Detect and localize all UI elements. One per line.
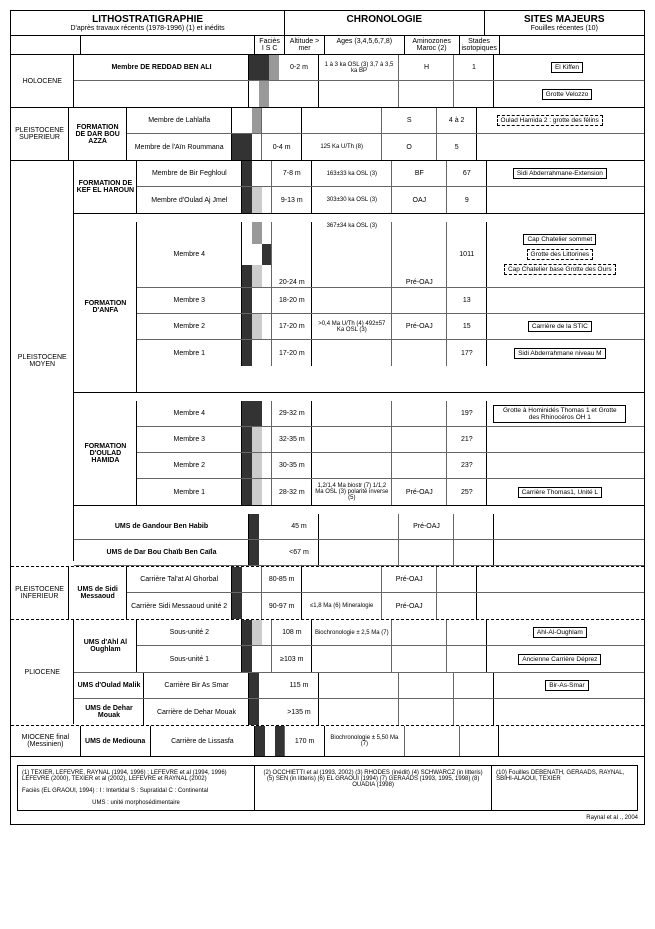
site-oulad-hamida2: Oulad Hamida 2 : grotte des félins [497,115,603,126]
formation-sidi-mess: UMS de Sidi Messaoud [69,567,127,619]
sites-title: SITES MAJEURS [489,14,641,25]
site-littorines: Grotte des Littorines [527,249,594,260]
site-thomas1: Grotte à Hominidés Thomas 1 et Grotte de… [493,405,626,423]
credit: Raynal et al ., 2004 [11,815,644,824]
site-bir-smar: Bir-As-Smar [545,680,588,691]
pliocene-group: PLIOCENE UMS d'Ahl Al Oughlam Sous-unité… [11,620,644,726]
miocene-group: MIOCENE final (Messinien) UMS de Medioun… [11,726,644,757]
epoch-miocene: MIOCENE final (Messinien) [11,726,81,756]
site-cap-base: Cap Chatelier base Grotte des Ours [504,264,616,275]
epoch-pleisto-moy: PLEISTOCENE MOYEN [11,161,74,561]
stratigraphy-chart: LITHOSTRATIGRAPHIE D'après travaux récen… [10,10,645,825]
site-velozzo: Grotte Velozzo [542,89,593,100]
formation-kef: FORMATION DE KEF EL HAROUN [74,161,137,213]
formation-dar-bou-azza: FORMATION DE DAR BOU AZZA [69,108,127,160]
pleisto-sup-group: PLEISTOCENE SUPERIEUR FORMATION DE DAR B… [11,108,644,161]
site-deprez: Ancienne Carrière Déprez [518,654,601,665]
epoch-holocene: HOLOCENE [11,55,74,107]
litho-sub: D'après travaux récents (1978-1996) (1) … [15,25,280,32]
site-thomas1l: Carrière Thomas1, Unité L [518,487,602,498]
site-elkiffen: El Kiffen [551,62,583,73]
epoch-pleisto-inf: PLEISTOCENE INFERIEUR [11,567,69,619]
litho-title: LITHOSTRATIGRAPHIE [15,14,280,25]
pleisto-moy-group: PLEISTOCENE MOYEN FORMATION DE KEF EL HA… [11,161,644,567]
epoch-pliocene: PLIOCENE [11,620,74,724]
holocene-group: HOLOCENE Membre DE REDDAD BEN ALI 0-2 m … [11,55,644,108]
footer-references: (1) TEXIER, LEFEVRE, RAYNAL (1994, 1996)… [17,765,638,811]
site-sidi-abd: Sidi Abderrahmane-Extension [513,168,607,179]
site-stic: Carrière de la STIC [528,321,592,332]
site-ahl: Ahl-Al-Oughlam [533,627,587,638]
chrono-title: CHRONOLOGIE [289,14,479,25]
formation-oulad-hamida: FORMATION D'OULAD HAMIDA [74,401,137,505]
main-header: LITHOSTRATIGRAPHIE D'après travaux récen… [11,11,644,36]
sub-header: FacièsI S C Altitude > mer Ages (3,4,5,6… [11,36,644,55]
pleisto-inf-group: PLEISTOCENE INFERIEUR UMS de Sidi Messao… [11,567,644,620]
site-cap-sommet: Cap Chatelier sommet [523,234,596,245]
formation-anfa: FORMATION D'ANFA [74,222,137,392]
site-sidi-m: Sidi Abderrahmane niveau M [514,348,605,359]
sites-sub: Fouilles récentes (10) [489,25,641,32]
formation-reddad: Membre DE REDDAD BEN ALI [74,55,249,80]
epoch-pleisto-sup: PLEISTOCENE SUPERIEUR [11,108,69,160]
